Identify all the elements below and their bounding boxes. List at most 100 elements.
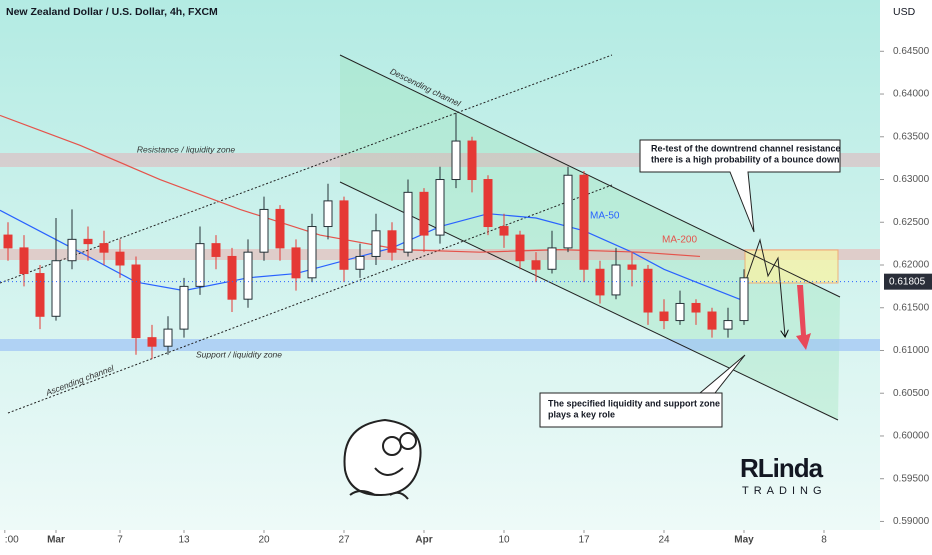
logo-main: RLinda (740, 453, 824, 483)
candle-body (35, 273, 45, 317)
candle-body (131, 264, 141, 339)
last-price-box (884, 273, 932, 290)
y-tick-label: 0.59000 (893, 516, 930, 527)
logo-sub: TRADING (742, 485, 827, 497)
candle-body (211, 243, 221, 257)
x-tick-label: 13 (178, 535, 190, 546)
candle-body (499, 226, 509, 236)
x-tick-label: 17 (578, 535, 590, 546)
candle-body (307, 226, 317, 279)
candle-body (435, 179, 445, 236)
candle-body (627, 264, 637, 270)
callout-text: plays a key role (548, 409, 615, 419)
candle-body (403, 191, 413, 253)
candle-body (51, 260, 61, 317)
ma-label: MA-50 (590, 211, 620, 222)
candle-body (83, 238, 93, 245)
y-tick-label: 0.64000 (893, 89, 930, 100)
candle-body (451, 140, 461, 181)
descending-upper (339, 54, 841, 298)
candle-body (467, 140, 477, 181)
x-tick-label: 27 (338, 535, 350, 546)
candle-body (291, 247, 301, 279)
candle-body (323, 200, 333, 228)
candle-body (99, 243, 109, 253)
y-tick-label: 0.63500 (893, 131, 930, 142)
candle-body (723, 320, 733, 330)
candle-body (275, 208, 285, 249)
x-tick-label: 7 (117, 535, 123, 546)
mascot-head (343, 418, 422, 497)
mascot-eye (399, 432, 417, 450)
candle-body (67, 238, 77, 262)
callout-text: The specified liquidity and support zone (548, 398, 720, 408)
candle-body (243, 251, 253, 300)
support-zone (0, 339, 880, 351)
x-tick-label: 24 (658, 535, 670, 546)
x-tick-label: Apr (415, 535, 432, 546)
candle-body (227, 255, 237, 300)
currency: USD (893, 6, 916, 18)
callout-text: there is a high probability of a bounce … (651, 154, 840, 164)
time-axis-bg (0, 530, 880, 550)
candle-body (611, 264, 621, 296)
y-tick-label: 0.60000 (893, 431, 930, 442)
candles (3, 112, 749, 360)
candle-body (147, 337, 157, 347)
candle-body (339, 200, 349, 270)
ma-zone (0, 249, 880, 260)
candle-body (563, 174, 573, 249)
candle-body (355, 255, 365, 270)
candle-body (3, 234, 13, 249)
candle-body (547, 247, 557, 270)
x-tick-label: 20 (258, 535, 270, 546)
candle-body (19, 247, 29, 275)
candle-body (259, 208, 269, 253)
mascot-hands (349, 490, 409, 500)
candle-body (163, 328, 173, 347)
callout-box (639, 139, 841, 233)
callout-2 (539, 354, 746, 428)
y-tick-label: 0.61000 (893, 345, 930, 356)
ma-label: MA-200 (662, 235, 697, 246)
callout-1 (639, 139, 841, 233)
candle-body (515, 234, 525, 262)
mascot-mouth (374, 467, 404, 476)
y-tick-label: 0.64500 (893, 46, 930, 57)
candle-body (659, 311, 669, 322)
annotation: Support / liquidity zone (196, 349, 282, 359)
plot-background (0, 0, 880, 530)
candle-body (387, 230, 397, 253)
projection-path (744, 238, 785, 336)
candle-body (691, 302, 701, 313)
chart-title: New Zealand Dollar / U.S. Dollar, 4h, FX… (6, 6, 218, 18)
projection-box (744, 249, 839, 284)
candle-body (179, 285, 189, 330)
ma-line (0, 209, 745, 302)
x-tick-label: 10 (498, 535, 510, 546)
y-tick-label: 0.62000 (893, 260, 930, 271)
y-tick-label: 0.61500 (893, 302, 930, 313)
x-tick-label: 8 (821, 535, 827, 546)
x-tick-label: Mar (47, 535, 65, 546)
candle-body (707, 311, 717, 330)
candle-body (371, 230, 381, 257)
callout-box (539, 354, 746, 428)
candle-body (419, 191, 429, 236)
ma-line (0, 114, 701, 258)
candle-body (115, 251, 125, 266)
candle-body (643, 268, 653, 313)
annotation: Resistance / liquidity zone (137, 144, 236, 154)
y-tick-label: 0.60500 (893, 388, 930, 399)
candle-body (579, 174, 589, 270)
last-price-label: 0.61805 (889, 276, 926, 287)
candle-body (531, 260, 541, 270)
x-tick-label: :00 (5, 535, 19, 546)
mascot-eye (382, 436, 402, 456)
x-tick-label: May (734, 535, 754, 546)
red-arrow (796, 285, 811, 350)
y-tick-label: 0.59500 (893, 473, 930, 484)
y-tick-label: 0.62500 (893, 217, 930, 228)
candle-body (675, 302, 685, 322)
